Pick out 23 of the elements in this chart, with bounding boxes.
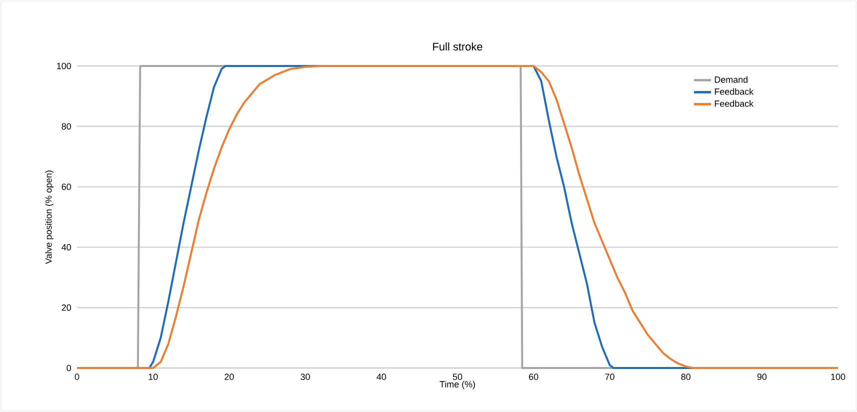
x-tick-label: 100: [831, 374, 846, 380]
y-tick-label: 20: [62, 304, 72, 311]
x-tick-label: 70: [605, 374, 614, 380]
legend-label: Demand: [714, 76, 748, 83]
x-tick-label: 80: [681, 374, 690, 380]
x-tick-label: 60: [529, 374, 538, 380]
y-tick-label: 80: [62, 123, 72, 130]
y-tick-label: 0: [66, 364, 72, 372]
x-axis-title: Time (%): [440, 380, 475, 390]
x-tick-label: 0: [74, 374, 80, 380]
y-tick-label: 40: [62, 244, 72, 250]
x-tick-label: 50: [452, 374, 462, 380]
y-axis-title: Valve position (% open): [45, 170, 54, 264]
x-tick-label: 90: [757, 374, 767, 380]
y-tick-label: 60: [62, 184, 72, 190]
x-tick-label: 40: [376, 374, 386, 380]
chart-title: Full stroke: [433, 42, 482, 51]
x-tick-label: 10: [148, 374, 158, 380]
x-tick-label: 30: [300, 374, 310, 380]
legend-label: Feedback: [714, 88, 754, 95]
x-tick-label: 20: [224, 374, 234, 380]
legend-label: Feedback: [714, 100, 754, 107]
y-tick-label: 100: [57, 62, 72, 70]
